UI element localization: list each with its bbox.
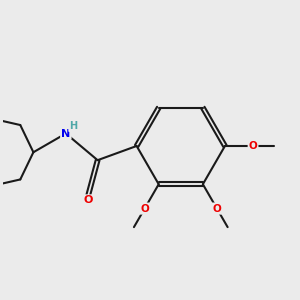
Text: O: O bbox=[84, 195, 93, 206]
Text: O: O bbox=[249, 141, 257, 151]
Text: H: H bbox=[69, 121, 77, 131]
Text: N: N bbox=[61, 128, 70, 139]
Text: O: O bbox=[140, 204, 149, 214]
Text: O: O bbox=[212, 204, 221, 214]
